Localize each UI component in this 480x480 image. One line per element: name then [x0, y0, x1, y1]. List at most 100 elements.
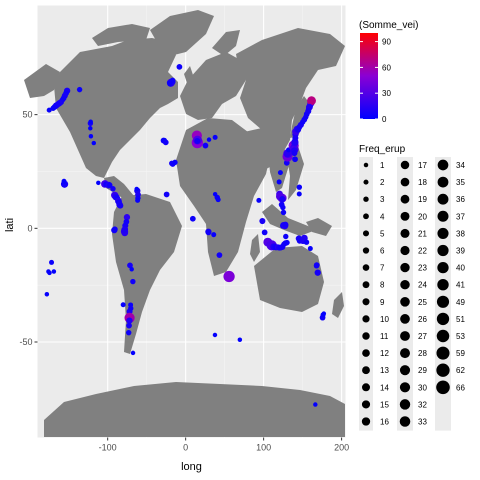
eruption-point: [282, 221, 289, 228]
size-legend-key: [361, 400, 371, 409]
y-tick-label: -50: [19, 337, 32, 347]
size-legend-label: 17: [418, 161, 427, 170]
x-tick-label: 100: [256, 443, 271, 453]
eruption-point: [130, 350, 136, 356]
size-legend-key: [436, 380, 450, 395]
eruption-point: [172, 159, 178, 166]
eruption-point: [223, 270, 235, 283]
size-legend-key: [399, 365, 411, 376]
y-axis: -50 0 50: [19, 110, 38, 347]
eruption-point: [76, 86, 83, 93]
size-legend-key: [436, 312, 450, 326]
size-legend-label: 39: [456, 247, 465, 256]
eruption-point: [277, 170, 283, 176]
eruption-point: [50, 105, 56, 111]
x-axis-title: long: [181, 461, 202, 473]
eruption-point: [212, 332, 218, 338]
size-legend-label: 20: [418, 212, 427, 221]
x-tick-label: 0: [183, 443, 188, 453]
size-legend-key: [362, 315, 370, 323]
size-legend-key: [437, 244, 449, 257]
eruption-point: [162, 139, 169, 146]
eruption-point: [280, 204, 286, 211]
size-legend-key: [363, 162, 369, 168]
size-legend-key: [400, 194, 410, 204]
eruption-point: [88, 133, 94, 139]
size-legend-label: 8: [380, 281, 385, 290]
eruption-point: [127, 262, 133, 269]
size-legend-key: [436, 363, 450, 377]
eruption-point: [292, 156, 298, 163]
eruption-point: [307, 96, 316, 106]
eruption-point: [194, 137, 201, 145]
size-legend-label: 21: [418, 229, 427, 238]
color-legend-label: 30: [382, 89, 391, 98]
size-legend-key: [436, 329, 450, 343]
size-legend-label: 33: [418, 418, 427, 427]
eruption-point: [117, 202, 124, 209]
eruption-point: [166, 80, 173, 86]
size-legend-key: [400, 296, 410, 307]
color-legend-label: 60: [382, 63, 391, 72]
size-legend: Freq_erup 123456789101112131415161718192…: [359, 144, 465, 431]
eruption-point: [261, 229, 268, 236]
size-legend-label: 49: [456, 298, 465, 307]
size-legend-label: 3: [380, 195, 385, 204]
eruption-point: [296, 184, 303, 190]
size-legend-key: [400, 211, 410, 221]
size-legend-key: [437, 159, 449, 171]
size-legend-key: [362, 366, 370, 375]
eruption-point: [202, 142, 209, 149]
eruption-point: [111, 226, 118, 233]
eruption-point: [128, 305, 134, 312]
eruption-point: [88, 126, 93, 131]
size-legend-key: [400, 228, 410, 238]
eruption-point: [296, 191, 302, 197]
size-legend-key-bg: [397, 157, 413, 431]
size-legend-label: 2: [380, 178, 385, 187]
land-new-zealand: [332, 292, 344, 318]
eruption-point: [279, 196, 286, 203]
size-legend-label: 51: [456, 315, 465, 324]
size-legend-key: [399, 416, 411, 427]
eruption-point: [212, 191, 218, 197]
color-legend-gradient-bar: [360, 33, 378, 119]
size-legend-label: 7: [380, 264, 385, 273]
size-legend-key: [400, 348, 410, 359]
x-tick-label: 200: [334, 443, 349, 453]
size-legend-label: 28: [418, 349, 427, 358]
eruption-point: [110, 186, 116, 192]
eruption-point: [280, 209, 287, 216]
eruption-point: [129, 267, 134, 272]
eruption-point: [123, 214, 131, 221]
size-legend-label: 37: [456, 212, 465, 221]
size-legend-key: [399, 399, 411, 410]
eruption-point: [123, 218, 130, 225]
size-legend-label: 38: [456, 229, 465, 238]
size-legend-label: 11: [380, 332, 389, 341]
size-legend-key: [362, 281, 370, 289]
x-tick-label: -100: [99, 443, 117, 453]
size-legend-label: 36: [456, 195, 465, 204]
eruption-point: [303, 239, 310, 245]
size-legend-key: [400, 177, 410, 187]
land-indonesia: [262, 204, 316, 236]
eruption-point: [47, 270, 52, 276]
eruption-point: [259, 218, 266, 225]
size-legend-label: 4: [380, 212, 385, 221]
size-legend-label: 26: [418, 315, 427, 324]
eruption-point: [215, 197, 221, 203]
eruption-point: [313, 402, 318, 407]
eruption-point: [313, 262, 320, 269]
eruption-point: [189, 215, 196, 222]
size-legend-key: [437, 210, 449, 222]
size-legend-key: [400, 279, 410, 290]
size-legend-key: [400, 160, 410, 170]
land-australia: [254, 246, 324, 312]
eruption-point: [88, 119, 93, 124]
size-legend-key: [362, 264, 370, 271]
land-greenland: [150, 10, 214, 56]
size-legend-label: 66: [456, 383, 465, 392]
size-legend-label: 59: [456, 349, 465, 358]
